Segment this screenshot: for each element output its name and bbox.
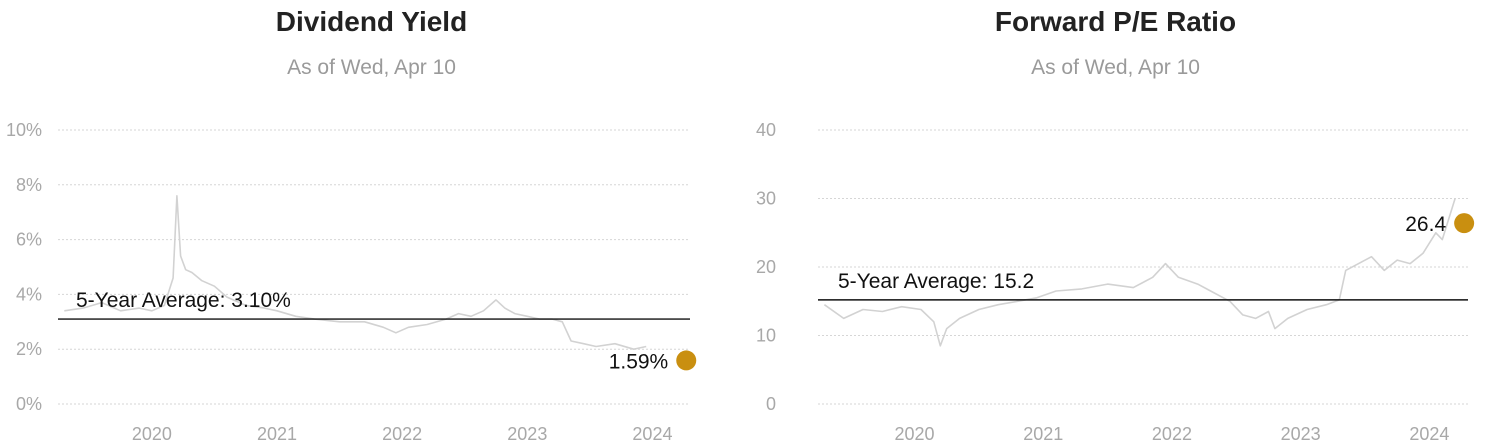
x-tick-label: 2022 — [1152, 424, 1192, 444]
y-tick-label: 8% — [16, 175, 42, 195]
x-tick-label: 2022 — [382, 424, 422, 444]
forward-pe-chart: 0 10 20 30 40 2020 2021 2022 2023 2024 5-Year Aver… — [756, 120, 1475, 444]
dividend-yield-chart: 0% 2% 4% 6% 8% 10% 2020 2021 2022 2023 2024 5-Year … — [6, 120, 697, 444]
x-tick-label: 2021 — [257, 424, 297, 444]
x-tick-label: 2024 — [632, 424, 672, 444]
average-label: 5-Year Average: 3.10% — [76, 289, 291, 312]
x-tick-label: 2024 — [1409, 424, 1449, 444]
y-tick-label: 0% — [16, 394, 42, 414]
last-value-marker — [676, 350, 697, 371]
x-tick-label: 2021 — [1023, 424, 1063, 444]
chart-title: Dividend Yield — [275, 6, 468, 37]
chart-subtitle: As of Wed, Apr 10 — [1031, 56, 1200, 79]
y-tick-label: 10 — [756, 326, 776, 346]
x-tick-label: 2020 — [895, 424, 935, 444]
y-tick-label: 40 — [756, 120, 776, 140]
chart-title: Forward P/E Ratio — [994, 6, 1237, 37]
series-line — [823, 198, 1456, 347]
forward-pe-panel: Forward P/E Ratio As of Wed, Apr 10 0 10 2… — [744, 0, 1487, 447]
last-value-label: 1.59% — [609, 350, 669, 373]
x-tick-label: 2023 — [1281, 424, 1321, 444]
y-tick-label: 20 — [756, 257, 776, 277]
series-line — [64, 195, 647, 351]
x-tick-label: 2023 — [507, 424, 547, 444]
last-value-marker — [1454, 213, 1475, 234]
x-tick-label: 2020 — [132, 424, 172, 444]
average-label: 5-Year Average: 15.2 — [838, 270, 1034, 293]
chart-subtitle: As of Wed, Apr 10 — [287, 56, 456, 79]
last-value-label: 26.4 — [1405, 213, 1446, 236]
y-tick-label: 4% — [16, 284, 42, 304]
y-tick-label: 0 — [766, 394, 776, 414]
dividend-yield-panel: Dividend Yield As of Wed, Apr 10 0% 2% 4% 6… — [0, 0, 743, 447]
y-tick-label: 30 — [756, 189, 776, 209]
y-tick-label: 10% — [6, 120, 42, 140]
y-tick-label: 2% — [16, 339, 42, 359]
y-tick-label: 6% — [16, 230, 42, 250]
